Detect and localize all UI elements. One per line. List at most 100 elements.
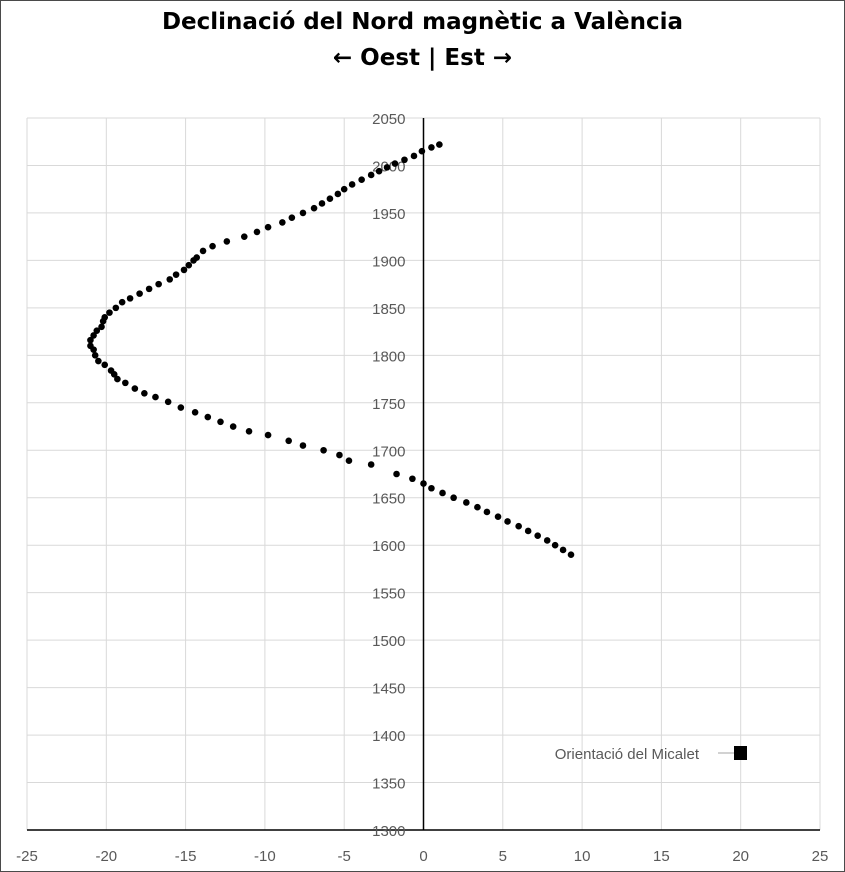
y-tick-label: 1700 xyxy=(372,443,405,460)
y-tick-label: 1900 xyxy=(372,253,405,270)
data-point xyxy=(418,147,426,155)
data-point xyxy=(172,271,180,278)
x-tick-label: 15 xyxy=(653,848,670,865)
data-point xyxy=(164,398,172,406)
tick-labels: -25 -20 -15 -10 -5 0 5 10 15 20 25 1300 1350 1400 1450… xyxy=(16,111,828,865)
data-point xyxy=(401,156,408,164)
data-point xyxy=(199,247,207,255)
data-point xyxy=(439,489,446,497)
data-point xyxy=(543,537,551,544)
x-tick-label: 20 xyxy=(732,848,749,865)
data-point xyxy=(299,442,307,449)
chart-subtitle: ← Oest | Est → xyxy=(332,45,513,71)
data-point xyxy=(107,367,115,374)
data-point xyxy=(122,379,129,387)
data-point xyxy=(98,323,105,331)
y-tick-label: 1450 xyxy=(372,681,405,698)
x-tick-label: -25 xyxy=(16,848,38,865)
data-point xyxy=(336,451,343,459)
data-point xyxy=(223,238,231,245)
data-point xyxy=(204,413,212,421)
data-point xyxy=(474,503,481,511)
data-point xyxy=(326,195,334,202)
data-point xyxy=(567,551,575,558)
data-point xyxy=(90,332,97,339)
data-point xyxy=(87,336,94,344)
data-point xyxy=(436,141,443,148)
data-point xyxy=(483,508,491,516)
data-point xyxy=(229,423,237,430)
y-tick-label: 1950 xyxy=(372,206,405,223)
data-points xyxy=(87,141,575,558)
data-point xyxy=(114,375,121,383)
x-tick-label: 10 xyxy=(574,848,591,865)
data-point xyxy=(145,285,153,293)
data-point xyxy=(334,190,342,198)
data-point xyxy=(141,390,148,397)
y-tick-label: 1550 xyxy=(372,586,405,603)
data-point xyxy=(136,290,143,297)
data-point xyxy=(463,499,470,506)
data-point xyxy=(185,261,193,269)
data-point xyxy=(253,228,261,236)
data-point xyxy=(279,219,286,226)
data-point xyxy=(318,200,326,207)
data-point xyxy=(391,160,399,167)
data-point xyxy=(494,513,502,521)
data-point xyxy=(106,309,113,316)
data-point xyxy=(288,214,296,221)
data-point xyxy=(534,532,541,540)
data-point xyxy=(428,484,435,492)
data-point xyxy=(340,185,348,193)
data-point xyxy=(410,152,418,160)
data-point xyxy=(524,527,532,535)
y-tick-label: 1600 xyxy=(372,538,405,555)
y-tick-label: 1500 xyxy=(372,633,405,650)
data-point xyxy=(367,171,375,179)
data-point xyxy=(152,393,159,401)
x-tick-label: -20 xyxy=(95,848,117,865)
x-tick-label: 5 xyxy=(499,848,507,865)
chart-title: Declinació del Nord magnètic a València xyxy=(161,9,684,35)
data-point xyxy=(358,176,365,184)
data-point xyxy=(240,233,248,240)
data-point xyxy=(191,408,199,416)
data-point xyxy=(409,475,416,483)
y-tick-label: 1750 xyxy=(372,396,405,413)
data-point xyxy=(166,276,174,283)
axes xyxy=(27,118,820,831)
data-point xyxy=(193,254,201,261)
y-tick-label: 1650 xyxy=(372,491,405,508)
legend-label: Orientació del Micalet xyxy=(555,746,700,763)
x-tick-label: -10 xyxy=(254,848,276,865)
y-tick-label: 1850 xyxy=(372,301,405,318)
y-tick-label: 1350 xyxy=(372,776,405,793)
y-tick-label: 1800 xyxy=(372,348,405,365)
data-point xyxy=(310,204,318,212)
data-point xyxy=(450,494,457,502)
data-point xyxy=(209,242,216,250)
data-point xyxy=(285,437,292,445)
x-tick-label: 25 xyxy=(812,848,829,865)
data-point xyxy=(551,541,559,549)
data-point xyxy=(93,327,101,334)
x-tick-label: -5 xyxy=(338,848,351,865)
data-point xyxy=(504,518,511,525)
data-point xyxy=(345,457,353,465)
data-point xyxy=(264,223,272,231)
y-tick-label: 2050 xyxy=(372,111,405,128)
data-point xyxy=(348,181,356,188)
data-point xyxy=(155,280,162,288)
data-point xyxy=(420,480,427,487)
data-point xyxy=(177,404,185,411)
data-point xyxy=(118,298,126,306)
data-point xyxy=(428,144,435,151)
x-tick-label: -15 xyxy=(175,848,197,865)
data-point xyxy=(393,470,400,478)
data-point xyxy=(245,427,253,435)
data-point xyxy=(320,446,327,454)
data-point xyxy=(126,295,134,302)
data-point xyxy=(299,209,307,217)
